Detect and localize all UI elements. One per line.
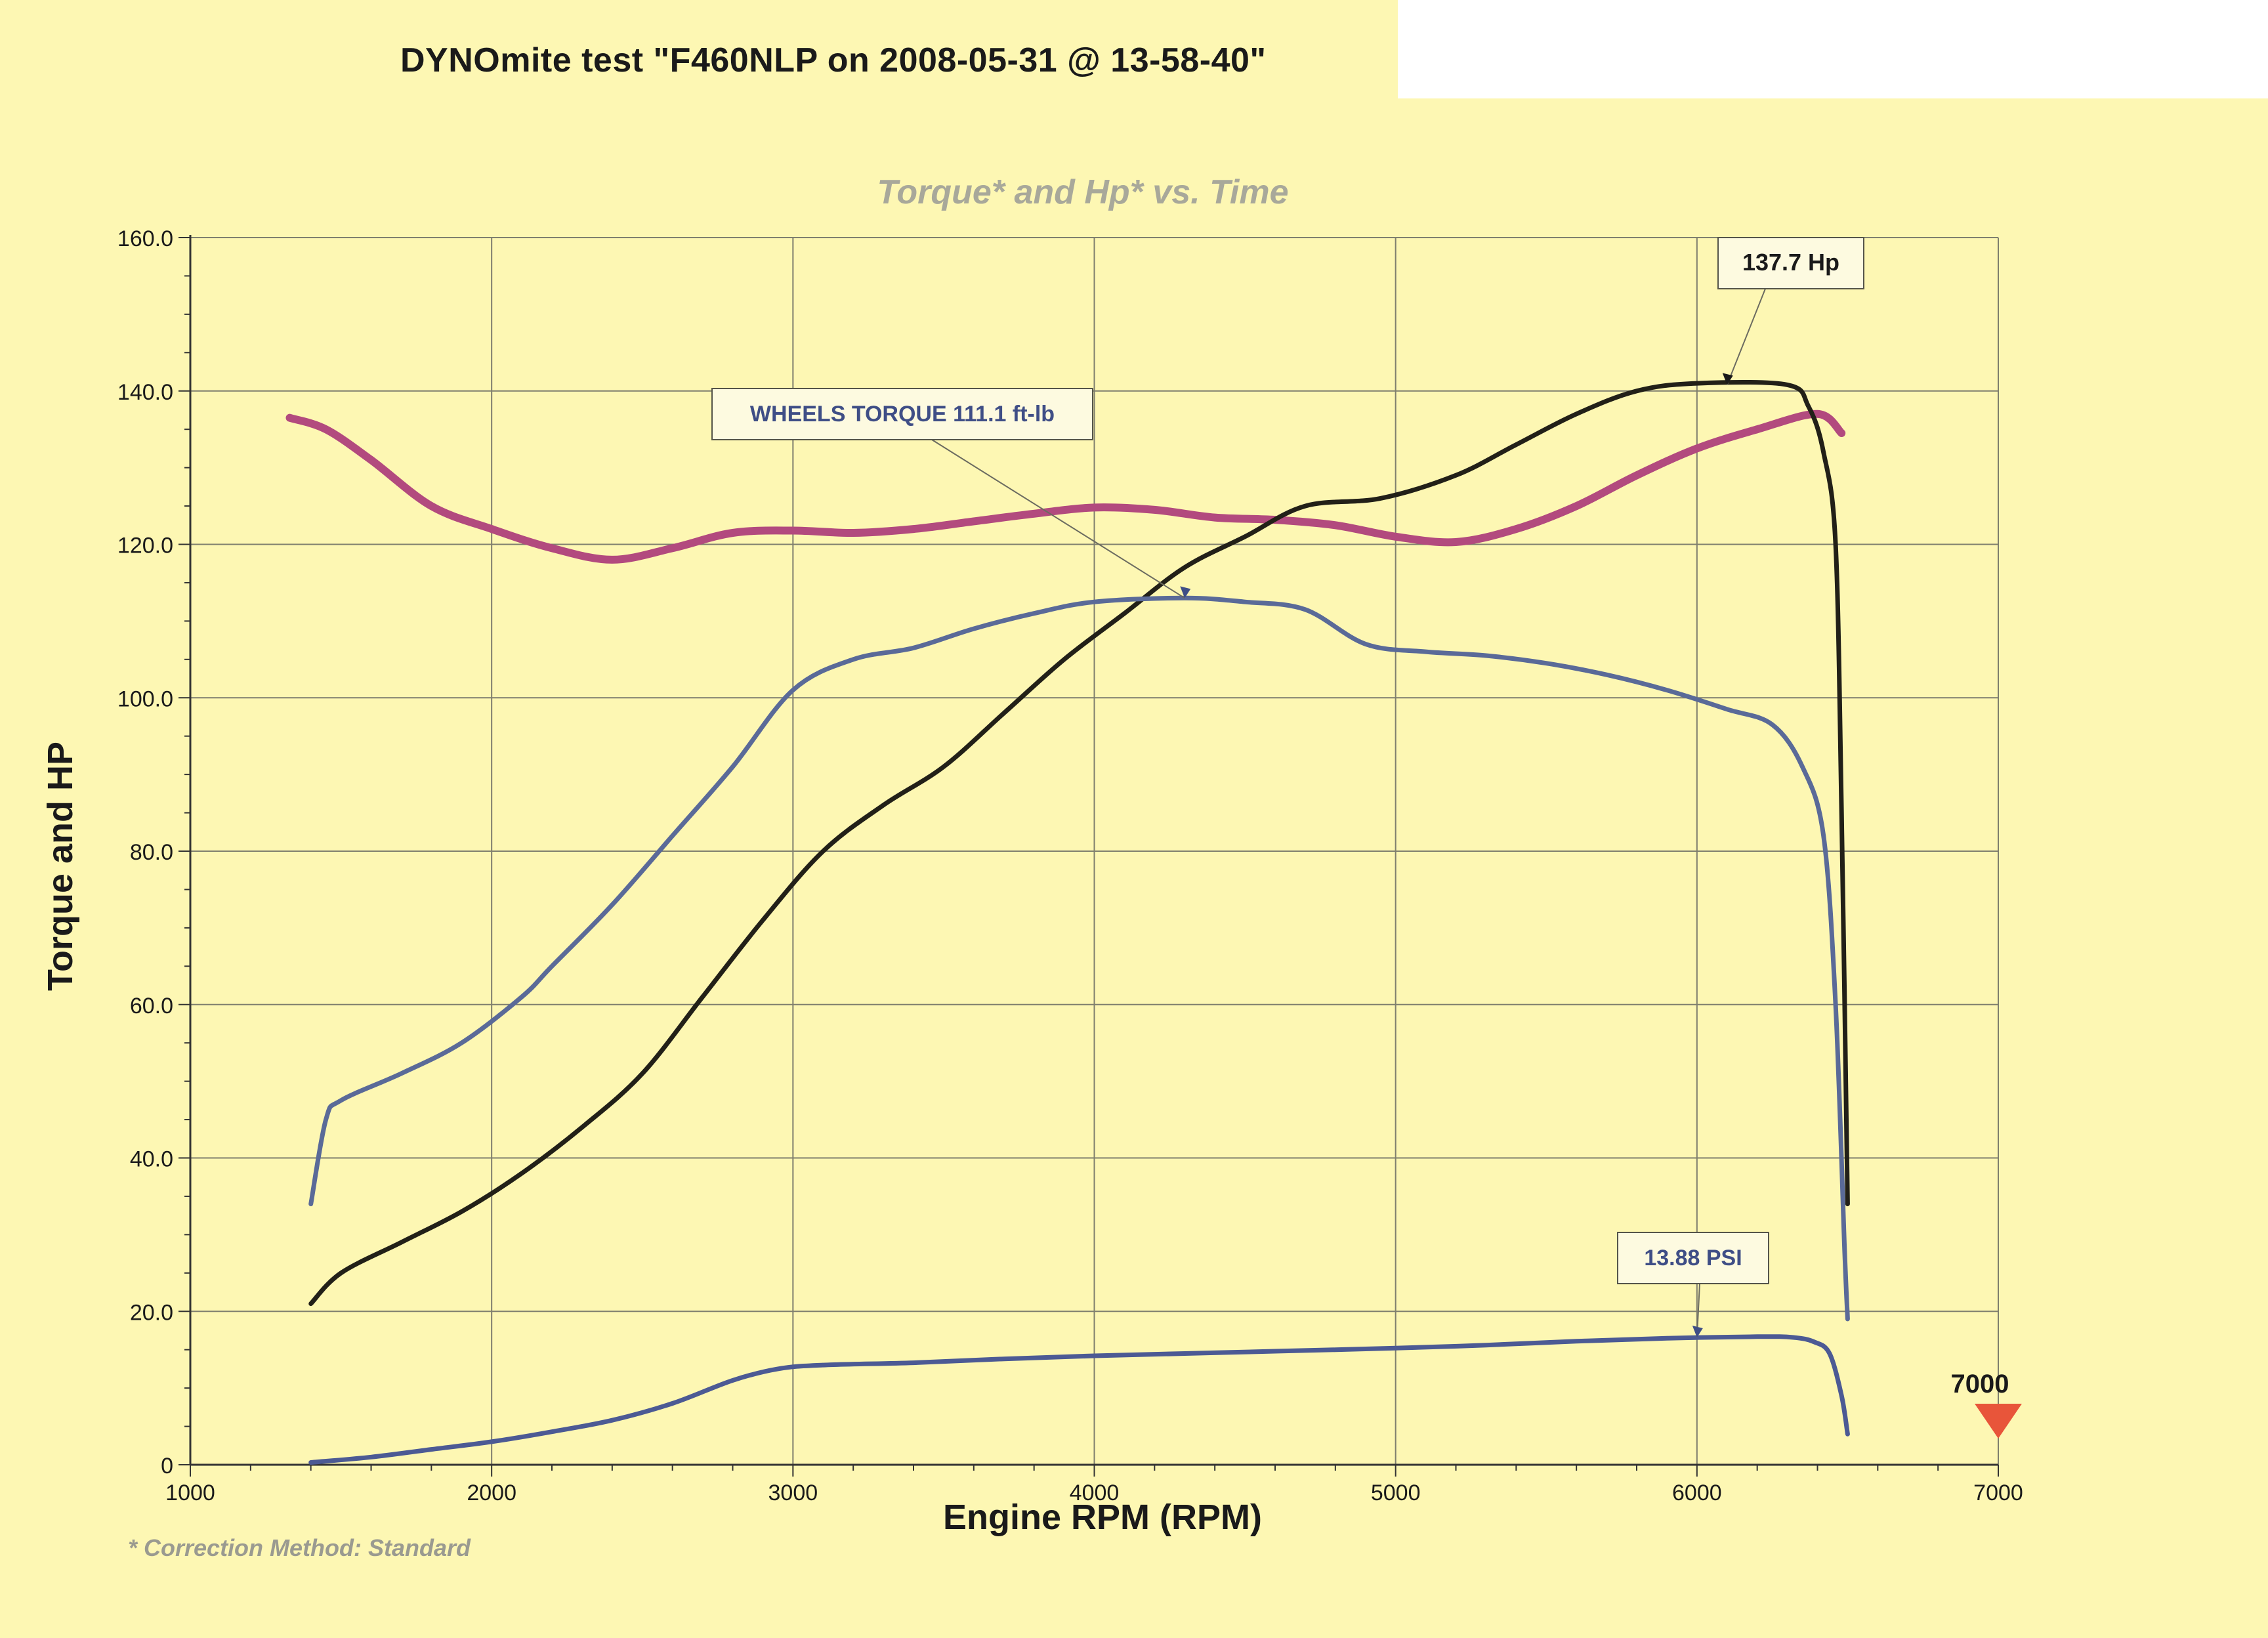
x-tick-label: 1000 [165,1480,215,1505]
rpm-limit-triangle [1975,1404,2022,1438]
x-tick-label: 2000 [467,1480,516,1505]
callout-text: 13.88 PSI [1644,1246,1742,1270]
x-tick-label: 5000 [1371,1480,1421,1505]
torque-series-line [311,598,1848,1319]
chart-title: Torque* and Hp* vs. Time [877,173,1288,211]
boost-series-line [311,1337,1848,1463]
y-tick-label: 160.0 [117,226,173,251]
y-tick-label: 20.0 [130,1300,173,1325]
x-tick-label: 6000 [1672,1480,1722,1505]
y-tick-label: 80.0 [130,840,173,865]
y-tick-label: 140.0 [117,380,173,405]
x-axis-label: Engine RPM (RPM) [943,1498,1262,1537]
callout-text: 137.7 Hp [1742,249,1839,276]
correction-method-footnote: * Correction Method: Standard [128,1534,471,1562]
y-tick-label: 40.0 [130,1147,173,1172]
torque-peak-callout: WHEELS TORQUE 111.1 ft-lb [712,388,1190,598]
y-axis-label: Torque and HP [41,742,80,991]
y-tick-label: 60.0 [130,994,173,1018]
boost-callout: 13.88 PSI [1618,1232,1769,1337]
x-tick-label: 7000 [1973,1480,2023,1505]
y-tick-label: 100.0 [117,686,173,711]
rpm-limit-marker: 7000 [1951,1370,2022,1438]
hp-peak-callout: 137.7 Hp [1718,238,1864,385]
rpm-limit-label: 7000 [1951,1370,2009,1398]
callout-text: WHEELS TORQUE 111.1 ft-lb [750,402,1055,427]
hp-series-line [311,382,1848,1303]
y-tick-label: 120.0 [117,534,173,558]
x-tick-label: 3000 [768,1480,818,1505]
y-tick-label: 0 [161,1454,173,1479]
callout-leader-line [1727,289,1765,385]
